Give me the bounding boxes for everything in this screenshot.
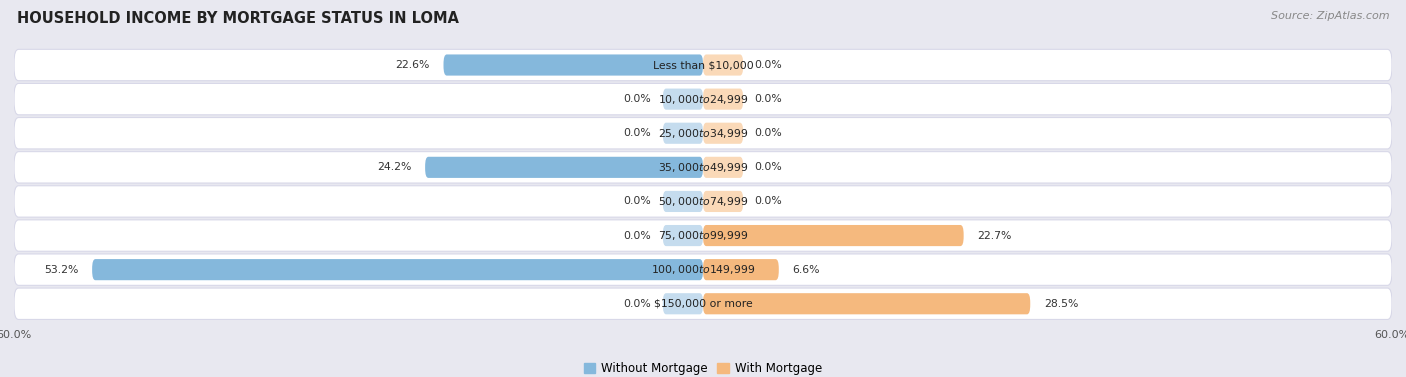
Text: 28.5%: 28.5%: [1045, 299, 1078, 309]
Text: 0.0%: 0.0%: [755, 94, 782, 104]
FancyBboxPatch shape: [14, 254, 1392, 285]
Text: 22.6%: 22.6%: [395, 60, 430, 70]
FancyBboxPatch shape: [703, 293, 1031, 314]
FancyBboxPatch shape: [662, 225, 703, 246]
FancyBboxPatch shape: [703, 123, 744, 144]
FancyBboxPatch shape: [14, 186, 1392, 217]
Text: Source: ZipAtlas.com: Source: ZipAtlas.com: [1271, 11, 1389, 21]
Text: HOUSEHOLD INCOME BY MORTGAGE STATUS IN LOMA: HOUSEHOLD INCOME BY MORTGAGE STATUS IN L…: [17, 11, 458, 26]
Text: $25,000 to $34,999: $25,000 to $34,999: [658, 127, 748, 140]
FancyBboxPatch shape: [14, 152, 1392, 183]
FancyBboxPatch shape: [662, 293, 703, 314]
Text: Less than $10,000: Less than $10,000: [652, 60, 754, 70]
Text: 53.2%: 53.2%: [44, 265, 79, 275]
Text: 0.0%: 0.0%: [755, 162, 782, 172]
FancyBboxPatch shape: [703, 89, 744, 110]
Text: 6.6%: 6.6%: [793, 265, 820, 275]
FancyBboxPatch shape: [443, 54, 703, 76]
Text: 0.0%: 0.0%: [624, 128, 651, 138]
Text: 0.0%: 0.0%: [755, 60, 782, 70]
Text: $150,000 or more: $150,000 or more: [654, 299, 752, 309]
Text: 24.2%: 24.2%: [377, 162, 412, 172]
FancyBboxPatch shape: [14, 118, 1392, 149]
FancyBboxPatch shape: [662, 89, 703, 110]
FancyBboxPatch shape: [703, 259, 779, 280]
Legend: Without Mortgage, With Mortgage: Without Mortgage, With Mortgage: [579, 357, 827, 377]
Text: $75,000 to $99,999: $75,000 to $99,999: [658, 229, 748, 242]
FancyBboxPatch shape: [14, 83, 1392, 115]
FancyBboxPatch shape: [662, 123, 703, 144]
Text: 0.0%: 0.0%: [755, 196, 782, 207]
Text: $10,000 to $24,999: $10,000 to $24,999: [658, 93, 748, 106]
FancyBboxPatch shape: [14, 220, 1392, 251]
FancyBboxPatch shape: [703, 157, 744, 178]
Text: 0.0%: 0.0%: [624, 94, 651, 104]
FancyBboxPatch shape: [14, 288, 1392, 319]
Text: 0.0%: 0.0%: [624, 299, 651, 309]
Text: 0.0%: 0.0%: [755, 128, 782, 138]
FancyBboxPatch shape: [703, 54, 744, 76]
Text: 22.7%: 22.7%: [977, 231, 1012, 241]
Text: 0.0%: 0.0%: [624, 231, 651, 241]
Text: $100,000 to $149,999: $100,000 to $149,999: [651, 263, 755, 276]
FancyBboxPatch shape: [703, 191, 744, 212]
Text: 0.0%: 0.0%: [624, 196, 651, 207]
FancyBboxPatch shape: [14, 49, 1392, 81]
FancyBboxPatch shape: [425, 157, 703, 178]
FancyBboxPatch shape: [93, 259, 703, 280]
FancyBboxPatch shape: [703, 225, 963, 246]
Text: $50,000 to $74,999: $50,000 to $74,999: [658, 195, 748, 208]
Text: $35,000 to $49,999: $35,000 to $49,999: [658, 161, 748, 174]
FancyBboxPatch shape: [662, 191, 703, 212]
